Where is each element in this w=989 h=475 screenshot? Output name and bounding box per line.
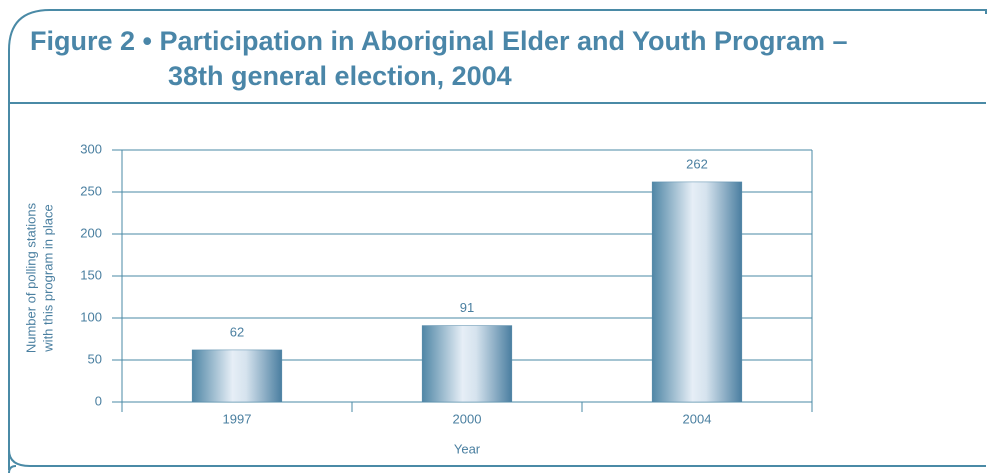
y-tick-label: 150 — [80, 267, 102, 282]
y-axis-label: Number of polling stations with this pro… — [23, 202, 55, 353]
y-axis-label-line: Number of polling stations — [23, 202, 38, 353]
y-tick-label: 250 — [80, 183, 102, 198]
y-axis-label-line: with this program in place — [40, 204, 55, 352]
value-label: 262 — [686, 156, 708, 171]
x-tick-label: 2000 — [453, 411, 482, 426]
x-tick-label: 1997 — [223, 411, 252, 426]
bar — [651, 181, 743, 403]
y-tick-label: 0 — [95, 393, 102, 408]
y-tick-label: 300 — [80, 141, 102, 156]
value-label: 91 — [460, 300, 474, 315]
chart-title: Figure 2 • Participation in Aboriginal E… — [30, 26, 848, 56]
x-axis-label: Year — [454, 441, 481, 456]
y-tick-label: 200 — [80, 225, 102, 240]
frame-bottom — [8, 445, 986, 467]
x-tick-label: 2004 — [683, 411, 712, 426]
y-tick-label: 100 — [80, 309, 102, 324]
value-label: 62 — [230, 324, 244, 339]
chart-title: 38th general election, 2004 — [168, 61, 512, 91]
frame — [8, 9, 987, 474]
bar — [191, 349, 283, 403]
y-tick-label: 50 — [88, 351, 102, 366]
bar — [421, 325, 513, 403]
